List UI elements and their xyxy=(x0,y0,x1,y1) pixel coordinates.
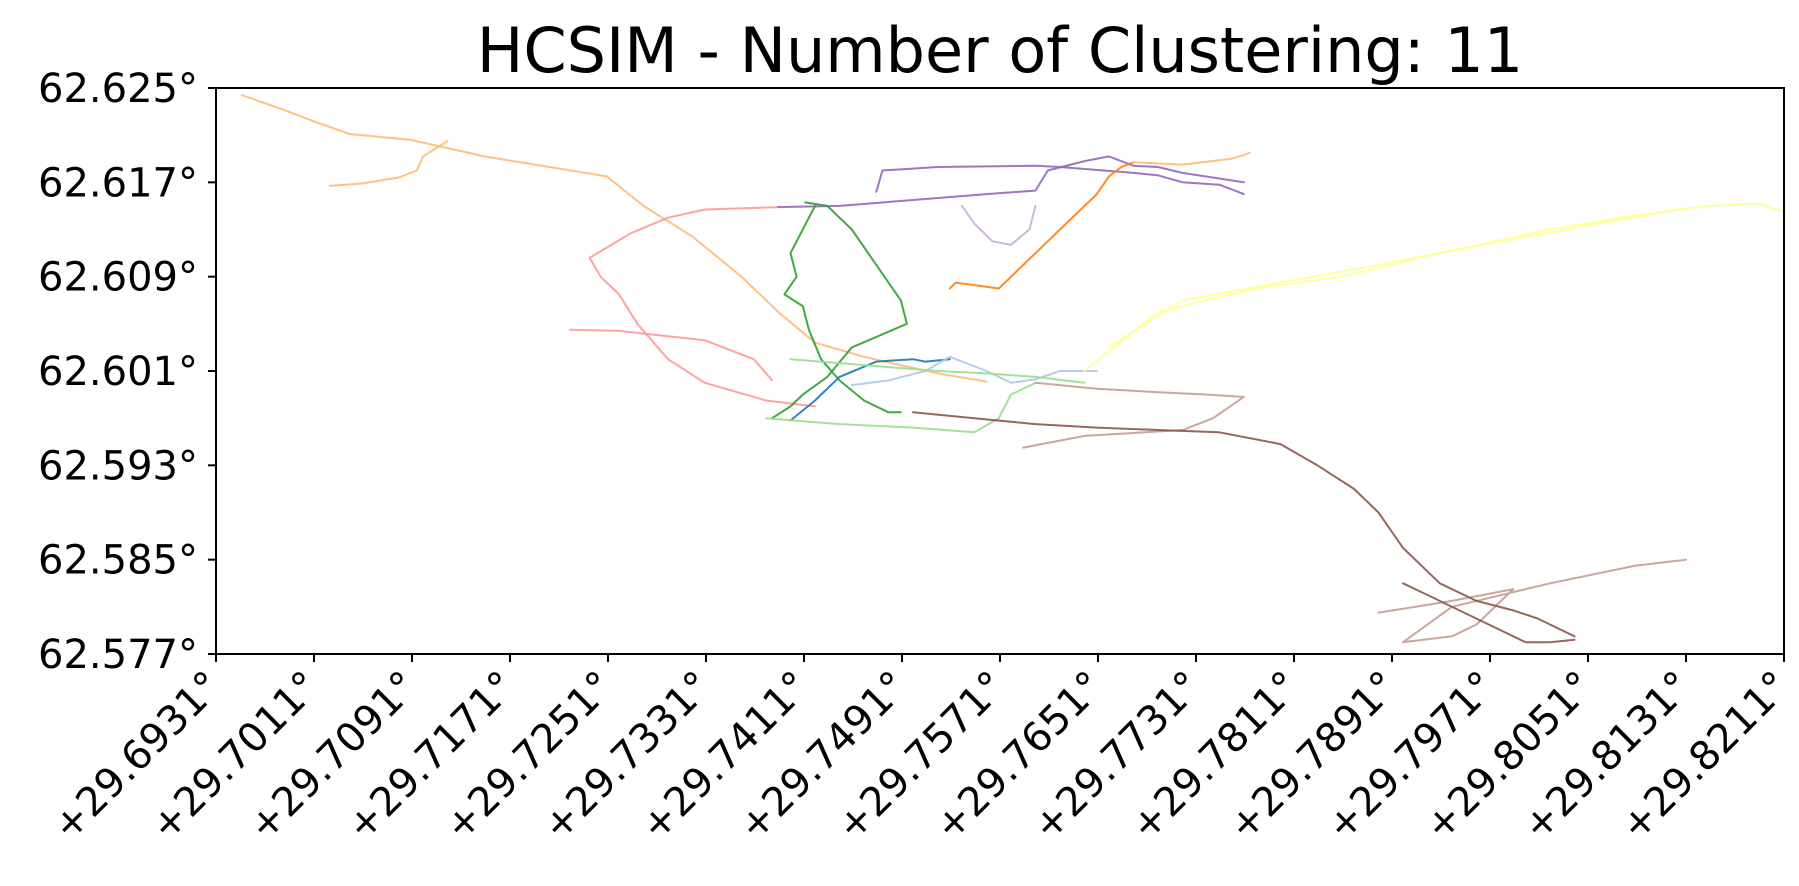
trajectory-line-6 xyxy=(961,204,1037,246)
y-tick-label: 62.577° xyxy=(38,632,198,678)
trajectory-line-4 xyxy=(777,155,1245,209)
y-tick-label: 62.585° xyxy=(38,538,198,584)
trajectory-line-12 xyxy=(789,358,1086,384)
y-axis-ticks: 62.625° 62.617° 62.609° 62.601° 62.593° 62.58… xyxy=(38,66,216,678)
y-tick-label: 62.617° xyxy=(38,160,198,206)
trajectory-line-2 xyxy=(588,206,816,408)
trajectory-line-9 xyxy=(789,358,951,422)
y-tick-label: 62.609° xyxy=(38,255,198,301)
trajectory-line-11 xyxy=(765,381,1037,434)
trajectory-line-18 xyxy=(1377,558,1687,644)
trajectory-line-1 xyxy=(328,140,449,187)
y-tick-label: 62.625° xyxy=(38,66,198,112)
trajectory-line-14 xyxy=(1132,151,1251,166)
trajectory-line-5 xyxy=(875,164,1245,196)
trajectory-line-16 xyxy=(1108,207,1686,349)
chart-title: HCSIM - Number of Clustering: 11 xyxy=(477,14,1524,87)
y-tick-label: 62.593° xyxy=(38,443,198,489)
trajectory-line-13 xyxy=(948,161,1135,290)
trajectory-line-10 xyxy=(850,355,1098,387)
trajectory-line-17 xyxy=(1022,381,1245,449)
trajectory-line-19 xyxy=(912,411,1576,638)
trajectories xyxy=(240,94,1785,644)
trajectory-line-7 xyxy=(783,204,902,414)
trajectory-line-15 xyxy=(1083,202,1785,372)
trajectory-line-3 xyxy=(569,328,774,382)
plot-frame xyxy=(215,87,1785,655)
x-axis-ticks: +29.6931°+29.7011°+29.7091°+29.7171°+29.… xyxy=(44,654,1799,850)
trajectory-line-20 xyxy=(1402,582,1576,644)
y-tick-label: 62.601° xyxy=(38,349,198,395)
trajectory-line-8 xyxy=(771,201,908,420)
